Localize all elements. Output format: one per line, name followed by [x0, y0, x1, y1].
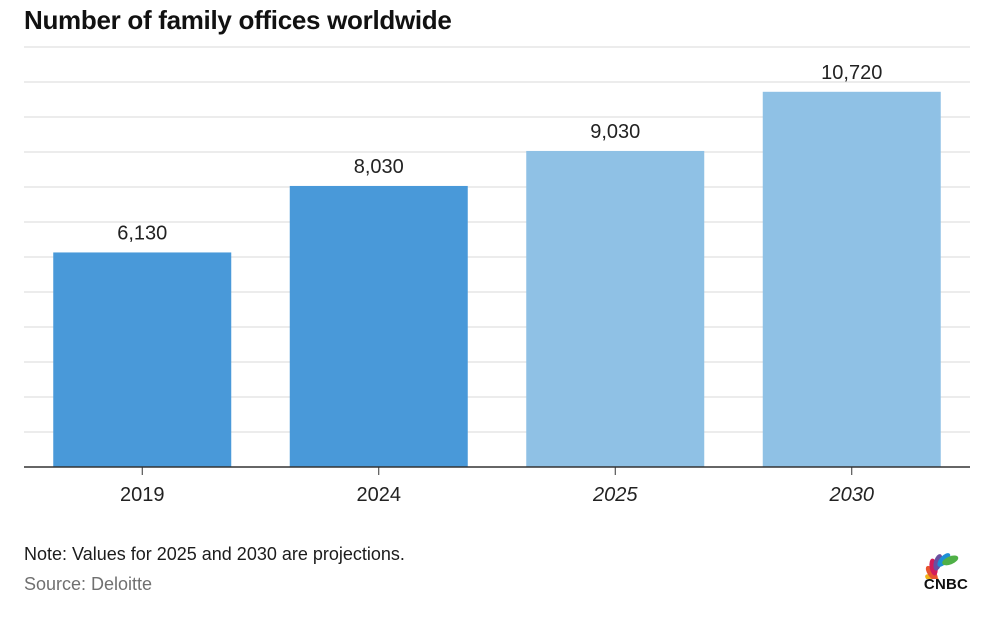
bar-2019: [53, 252, 232, 467]
data-labels: 6,130 8,030 9,030 10,720: [117, 62, 882, 245]
x-tick-label-2025: 2025: [592, 484, 638, 506]
bars: [53, 91, 941, 468]
footnote: Note: Values for 2025 and 2030 are proje…: [24, 544, 405, 564]
bar-2025: [526, 150, 705, 467]
x-tick-label-2030: 2030: [829, 484, 875, 506]
bar-2024: [289, 185, 468, 467]
x-tick-label-2024: 2024: [357, 484, 402, 506]
bar-2030: [762, 91, 941, 468]
x-axis-ticks: [141, 467, 853, 475]
data-label-2019: 6,130: [117, 222, 167, 244]
cnbc-logo: CNBC: [915, 549, 977, 595]
chart-title: Number of family offices worldwide: [24, 5, 452, 35]
x-tick-label-2019: 2019: [120, 484, 165, 506]
logo-text: CNBC: [923, 576, 969, 593]
x-axis-tick-labels: 2019 2024 2025 2030: [120, 484, 874, 506]
source-credit: Source: Deloitte: [24, 574, 153, 594]
data-label-2025: 9,030: [590, 121, 640, 143]
data-label-2024: 8,030: [354, 156, 404, 178]
data-label-2030: 10,720: [821, 62, 882, 84]
peacock-icon: [925, 553, 959, 585]
bar-chart: 6,130 8,030 9,030 10,720 2019 2024 2025 2030: [24, 46, 970, 506]
